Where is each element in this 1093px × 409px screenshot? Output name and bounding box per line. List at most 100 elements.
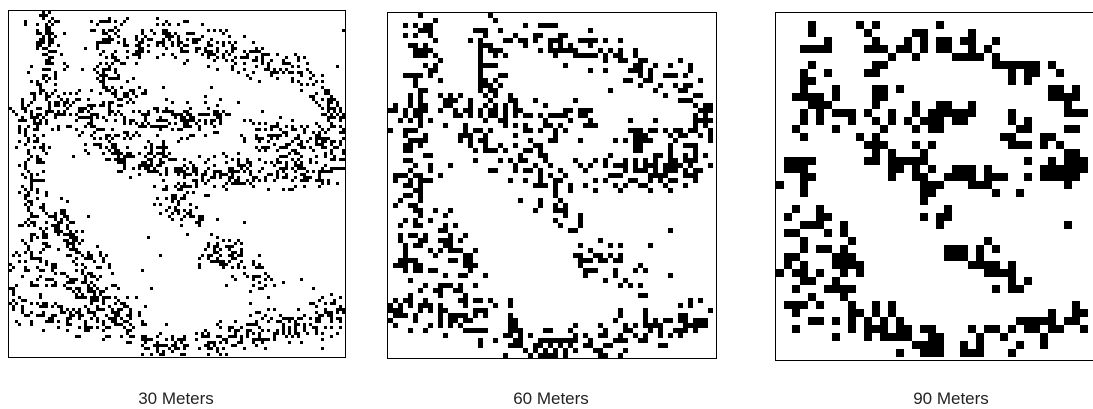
pixel: [252, 179, 255, 182]
pixel: [418, 263, 423, 268]
pixel: [225, 50, 228, 53]
pixel: [872, 141, 880, 149]
pixel: [578, 253, 583, 258]
pixel: [403, 298, 408, 303]
pixel: [333, 155, 336, 158]
pixel: [663, 343, 668, 348]
pixel: [306, 140, 309, 143]
pixel: [336, 332, 339, 335]
pixel: [156, 110, 159, 113]
pixel: [144, 167, 147, 170]
pixel: [693, 118, 698, 123]
pixel: [800, 117, 808, 125]
pixel: [180, 47, 183, 50]
pixel: [588, 38, 593, 43]
pixel: [81, 281, 84, 284]
pixel: [1016, 285, 1024, 293]
pixel: [54, 227, 57, 230]
pixel: [222, 173, 225, 176]
pixel: [448, 163, 453, 168]
pixel: [423, 43, 428, 48]
pixel: [261, 62, 264, 65]
pixel: [105, 335, 108, 338]
pixel: [936, 21, 944, 29]
pixel: [418, 173, 423, 178]
pixel: [1064, 317, 1072, 325]
pixel: [1008, 117, 1016, 125]
pixel: [678, 58, 683, 63]
pixel: [162, 350, 165, 353]
pixel: [108, 77, 111, 80]
pixel: [872, 37, 880, 45]
pixel: [309, 137, 312, 140]
pixel: [398, 238, 403, 243]
pixel: [75, 128, 78, 131]
pixel: [633, 323, 638, 328]
pixel: [48, 20, 51, 23]
pixel: [483, 138, 488, 143]
pixel: [195, 50, 198, 53]
pixel: [327, 110, 330, 113]
pixel: [63, 239, 66, 242]
pixel: [668, 63, 673, 68]
pixel: [105, 68, 108, 71]
pixel: [300, 74, 303, 77]
pixel: [633, 68, 638, 73]
pixel: [458, 238, 463, 243]
pixel: [219, 119, 222, 122]
pixel: [548, 123, 553, 128]
pixel: [231, 275, 234, 278]
pixel: [45, 95, 48, 98]
pixel: [72, 233, 75, 236]
pixel: [438, 173, 443, 178]
pixel: [418, 178, 423, 183]
pixel: [920, 213, 928, 221]
pixel: [39, 14, 42, 17]
pixel: [312, 131, 315, 134]
pixel: [240, 134, 243, 137]
pixel: [39, 293, 42, 296]
pixel: [300, 143, 303, 146]
pixel: [186, 38, 189, 41]
pixel: [598, 258, 603, 263]
pixel: [54, 218, 57, 221]
pixel: [628, 68, 633, 73]
pixel: [816, 269, 824, 277]
pixel: [848, 253, 856, 261]
pixel: [944, 205, 952, 213]
pixel: [992, 285, 1000, 293]
pixel: [1024, 141, 1032, 149]
pixel: [413, 188, 418, 193]
pixel: [114, 50, 117, 53]
pixel: [327, 137, 330, 140]
pixel: [282, 131, 285, 134]
pixel: [423, 133, 428, 138]
pixel: [543, 153, 548, 158]
pixel: [195, 179, 198, 182]
pixel: [668, 273, 673, 278]
pixel: [120, 308, 123, 311]
pixel: [84, 143, 87, 146]
pixel: [473, 28, 478, 33]
pixel: [688, 163, 693, 168]
pixel: [324, 302, 327, 305]
pixel: [848, 309, 856, 317]
pixel: [87, 272, 90, 275]
pixel: [1080, 309, 1088, 317]
pixel: [57, 20, 60, 23]
pixel: [141, 335, 144, 338]
pixel: [658, 83, 663, 88]
pixel: [45, 152, 48, 155]
pixel: [78, 290, 81, 293]
pixel: [111, 317, 114, 320]
pixel: [503, 103, 508, 108]
pixel: [330, 107, 333, 110]
pixel: [54, 314, 57, 317]
pixel: [171, 218, 174, 221]
pixel: [15, 146, 18, 149]
pixel: [896, 349, 904, 357]
pixel: [478, 88, 483, 93]
pixel: [508, 303, 513, 308]
pixel: [249, 302, 252, 305]
pixel: [563, 113, 568, 118]
